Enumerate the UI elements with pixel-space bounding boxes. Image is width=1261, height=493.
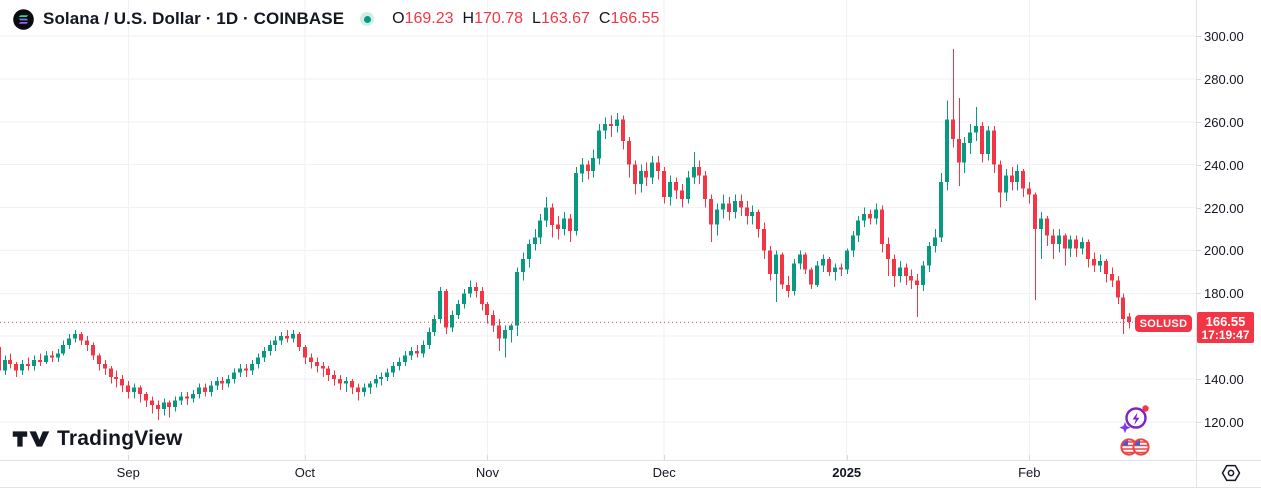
time-tick-label: Dec bbox=[652, 465, 676, 480]
price-tick-label: 220.00 bbox=[1204, 200, 1244, 216]
price-tick-label: 240.00 bbox=[1204, 157, 1244, 173]
price-tick-label: 260.00 bbox=[1204, 114, 1244, 130]
price-tick-label: 280.00 bbox=[1204, 71, 1244, 87]
time-tick-label: Feb bbox=[1018, 465, 1041, 480]
pane-bottom-border bbox=[0, 487, 1261, 488]
price-tick-label: 140.00 bbox=[1204, 372, 1244, 388]
symbol-title[interactable]: Solana / U.S. Dollar · 1D · COINBASE bbox=[43, 9, 345, 28]
scale-settings-icon[interactable] bbox=[1220, 462, 1242, 484]
last-price-value: 166.55 bbox=[1205, 313, 1246, 329]
spark-boost-icon[interactable] bbox=[1116, 401, 1156, 435]
high-value: 170.78 bbox=[474, 10, 524, 27]
time-tick-label: Oct bbox=[294, 465, 316, 480]
low-value: 163.67 bbox=[540, 10, 590, 27]
grid-lines bbox=[0, 0, 1196, 460]
time-tick-label: 2025 bbox=[832, 465, 862, 480]
price-scale[interactable]: 300.00 280.00 260.00 240.00 220.00 200.00 180.… bbox=[1196, 0, 1261, 460]
price-tick-label: 120.00 bbox=[1204, 414, 1244, 430]
price-tick-label: 200.00 bbox=[1204, 243, 1244, 259]
close-value: 166.55 bbox=[610, 10, 660, 27]
tradingview-logo[interactable]: TradingView bbox=[12, 427, 183, 451]
us-flags-icon[interactable] bbox=[1116, 436, 1156, 458]
time-tick-label: Nov bbox=[475, 465, 500, 480]
time-tick-label: Sep bbox=[116, 465, 140, 480]
solana-logo-icon bbox=[13, 8, 34, 30]
open-value: 169.23 bbox=[404, 10, 454, 27]
price-scale-separator bbox=[1196, 0, 1197, 487]
last-price-label: 166.55 17:19:47 bbox=[1197, 312, 1254, 343]
price-tick-label: 300.00 bbox=[1204, 29, 1244, 44]
candle-countdown: 17:19:47 bbox=[1201, 327, 1250, 342]
tradingview-logo-text: TradingView bbox=[57, 427, 183, 450]
price-tick-label: 180.00 bbox=[1204, 286, 1244, 302]
candles bbox=[0, 48, 1131, 420]
time-scale[interactable]: Sep Oct Nov Dec 2025 Feb bbox=[0, 455, 1261, 487]
ohlc-values: O169.23 H170.78 L163.67 C166.55 bbox=[392, 10, 660, 27]
tradingview-glyph-icon bbox=[12, 431, 50, 447]
time-scale-separator bbox=[0, 460, 1261, 461]
symbol-price-tag: SOLUSD bbox=[1135, 315, 1192, 332]
market-status-dot[interactable] bbox=[360, 12, 375, 26]
symbol-legend: Solana / U.S. Dollar · 1D · COINBASE O16… bbox=[13, 7, 668, 31]
